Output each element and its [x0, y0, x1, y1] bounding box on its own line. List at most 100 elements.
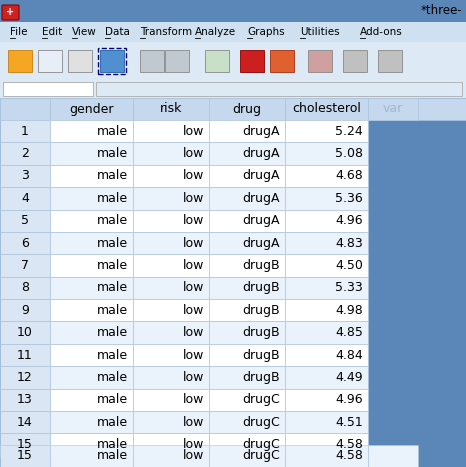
Text: 4.98: 4.98 [335, 304, 363, 317]
Bar [0, 277, 50, 299]
Text: male: male [97, 449, 128, 462]
Text: Add-ons: Add-ons [360, 27, 403, 37]
Text: *three-: *three- [420, 5, 462, 17]
Bar [0, 321, 50, 344]
Bar [285, 120, 368, 142]
Text: var: var [383, 102, 403, 115]
Text: 15: 15 [17, 449, 33, 462]
Bar [209, 120, 285, 142]
Text: 4.96: 4.96 [336, 214, 363, 227]
Bar [133, 120, 209, 142]
Bar [240, 50, 264, 72]
Text: Analyze: Analyze [195, 27, 236, 37]
Text: drugA: drugA [242, 192, 280, 205]
Bar [50, 120, 133, 142]
Text: 4.50: 4.50 [335, 259, 363, 272]
Text: drugA: drugA [242, 147, 280, 160]
Bar [368, 98, 418, 120]
Text: male: male [97, 348, 128, 361]
Text: male: male [97, 192, 128, 205]
Bar [0, 411, 50, 433]
Bar [285, 366, 368, 389]
Bar [0, 98, 466, 120]
Bar [133, 344, 209, 366]
Text: File: File [10, 27, 27, 37]
Bar [0, 142, 50, 165]
Text: male: male [97, 282, 128, 294]
Bar [285, 277, 368, 299]
Text: 15: 15 [17, 438, 33, 451]
Text: 4.83: 4.83 [335, 237, 363, 250]
Text: low: low [183, 449, 204, 462]
Text: low: low [183, 348, 204, 361]
Text: drugA: drugA [242, 214, 280, 227]
Bar [209, 187, 285, 210]
Text: drug: drug [233, 102, 261, 115]
Bar [0, 80, 466, 98]
Text: male: male [97, 125, 128, 138]
Bar [0, 344, 50, 366]
Bar [209, 98, 285, 120]
Bar [50, 210, 133, 232]
Text: 4.84: 4.84 [335, 348, 363, 361]
Text: 6: 6 [21, 237, 29, 250]
Text: 5.24: 5.24 [335, 125, 363, 138]
Bar [133, 389, 209, 411]
Bar [0, 210, 50, 232]
Text: male: male [97, 214, 128, 227]
Bar [50, 98, 133, 120]
Text: drugA: drugA [242, 237, 280, 250]
Text: low: low [183, 192, 204, 205]
Bar [50, 187, 133, 210]
Bar [0, 366, 50, 389]
Bar [285, 344, 368, 366]
Bar [0, 187, 50, 210]
Text: drugB: drugB [242, 259, 280, 272]
Bar [50, 277, 133, 299]
Bar [0, 255, 50, 277]
Text: risk: risk [160, 102, 182, 115]
Text: View: View [72, 27, 97, 37]
Text: low: low [183, 393, 204, 406]
Bar [285, 321, 368, 344]
Text: drugB: drugB [242, 282, 280, 294]
Bar [133, 411, 209, 433]
Bar [285, 433, 368, 456]
Bar [50, 366, 133, 389]
Bar [50, 142, 133, 165]
Bar [165, 50, 189, 72]
Text: low: low [183, 259, 204, 272]
Bar [285, 165, 368, 187]
Bar [0, 232, 50, 255]
Bar [8, 50, 32, 72]
Bar [285, 411, 368, 433]
Bar [133, 142, 209, 165]
Bar [0, 445, 50, 467]
Bar [209, 277, 285, 299]
FancyBboxPatch shape [2, 5, 19, 20]
Bar [378, 50, 402, 72]
Text: Edit: Edit [42, 27, 62, 37]
Text: 5.33: 5.33 [335, 282, 363, 294]
Bar [133, 255, 209, 277]
Bar [133, 210, 209, 232]
Bar [209, 321, 285, 344]
Bar [285, 142, 368, 165]
Bar [209, 433, 285, 456]
Bar [285, 389, 368, 411]
Text: low: low [183, 237, 204, 250]
Bar [368, 445, 418, 467]
Text: low: low [183, 304, 204, 317]
Text: low: low [183, 170, 204, 183]
Bar [285, 210, 368, 232]
Bar [209, 210, 285, 232]
Bar [50, 255, 133, 277]
Bar [205, 50, 229, 72]
Bar [209, 255, 285, 277]
Text: 11: 11 [17, 348, 33, 361]
Bar [0, 389, 50, 411]
Bar [209, 344, 285, 366]
Bar [133, 433, 209, 456]
Bar [285, 299, 368, 321]
Text: 13: 13 [17, 393, 33, 406]
